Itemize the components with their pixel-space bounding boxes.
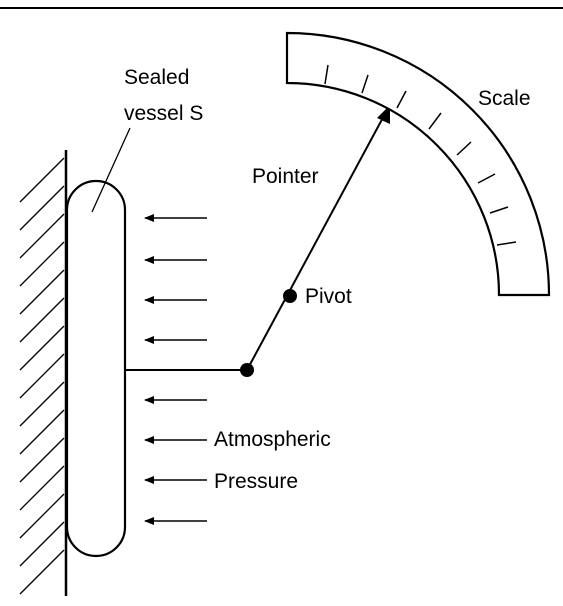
- wall: [19, 150, 68, 596]
- pointer-label: Pointer: [252, 165, 319, 188]
- pointer-lever: [246, 111, 387, 371]
- pressure-arrows: [144, 214, 207, 525]
- vessel-leader-line: [91, 127, 131, 213]
- vessel-label-line1: Sealed: [124, 66, 189, 89]
- scale-ticks: [324, 64, 517, 246]
- pivot-label: Pivot: [305, 285, 352, 308]
- pressure-label: Pressure: [214, 470, 298, 493]
- pointer-arrowhead: [377, 105, 390, 124]
- scale-arc: [285, 31, 551, 297]
- scale-label: Scale: [478, 87, 531, 110]
- pivot-dot: [283, 289, 297, 303]
- sealed-vessel: [65, 179, 127, 558]
- atmospheric-label: Atmospheric: [214, 428, 331, 451]
- vessel-label-line2: vessel S: [124, 102, 203, 125]
- wall-hatching: [19, 157, 65, 595]
- lever-joint-dot: [240, 363, 254, 377]
